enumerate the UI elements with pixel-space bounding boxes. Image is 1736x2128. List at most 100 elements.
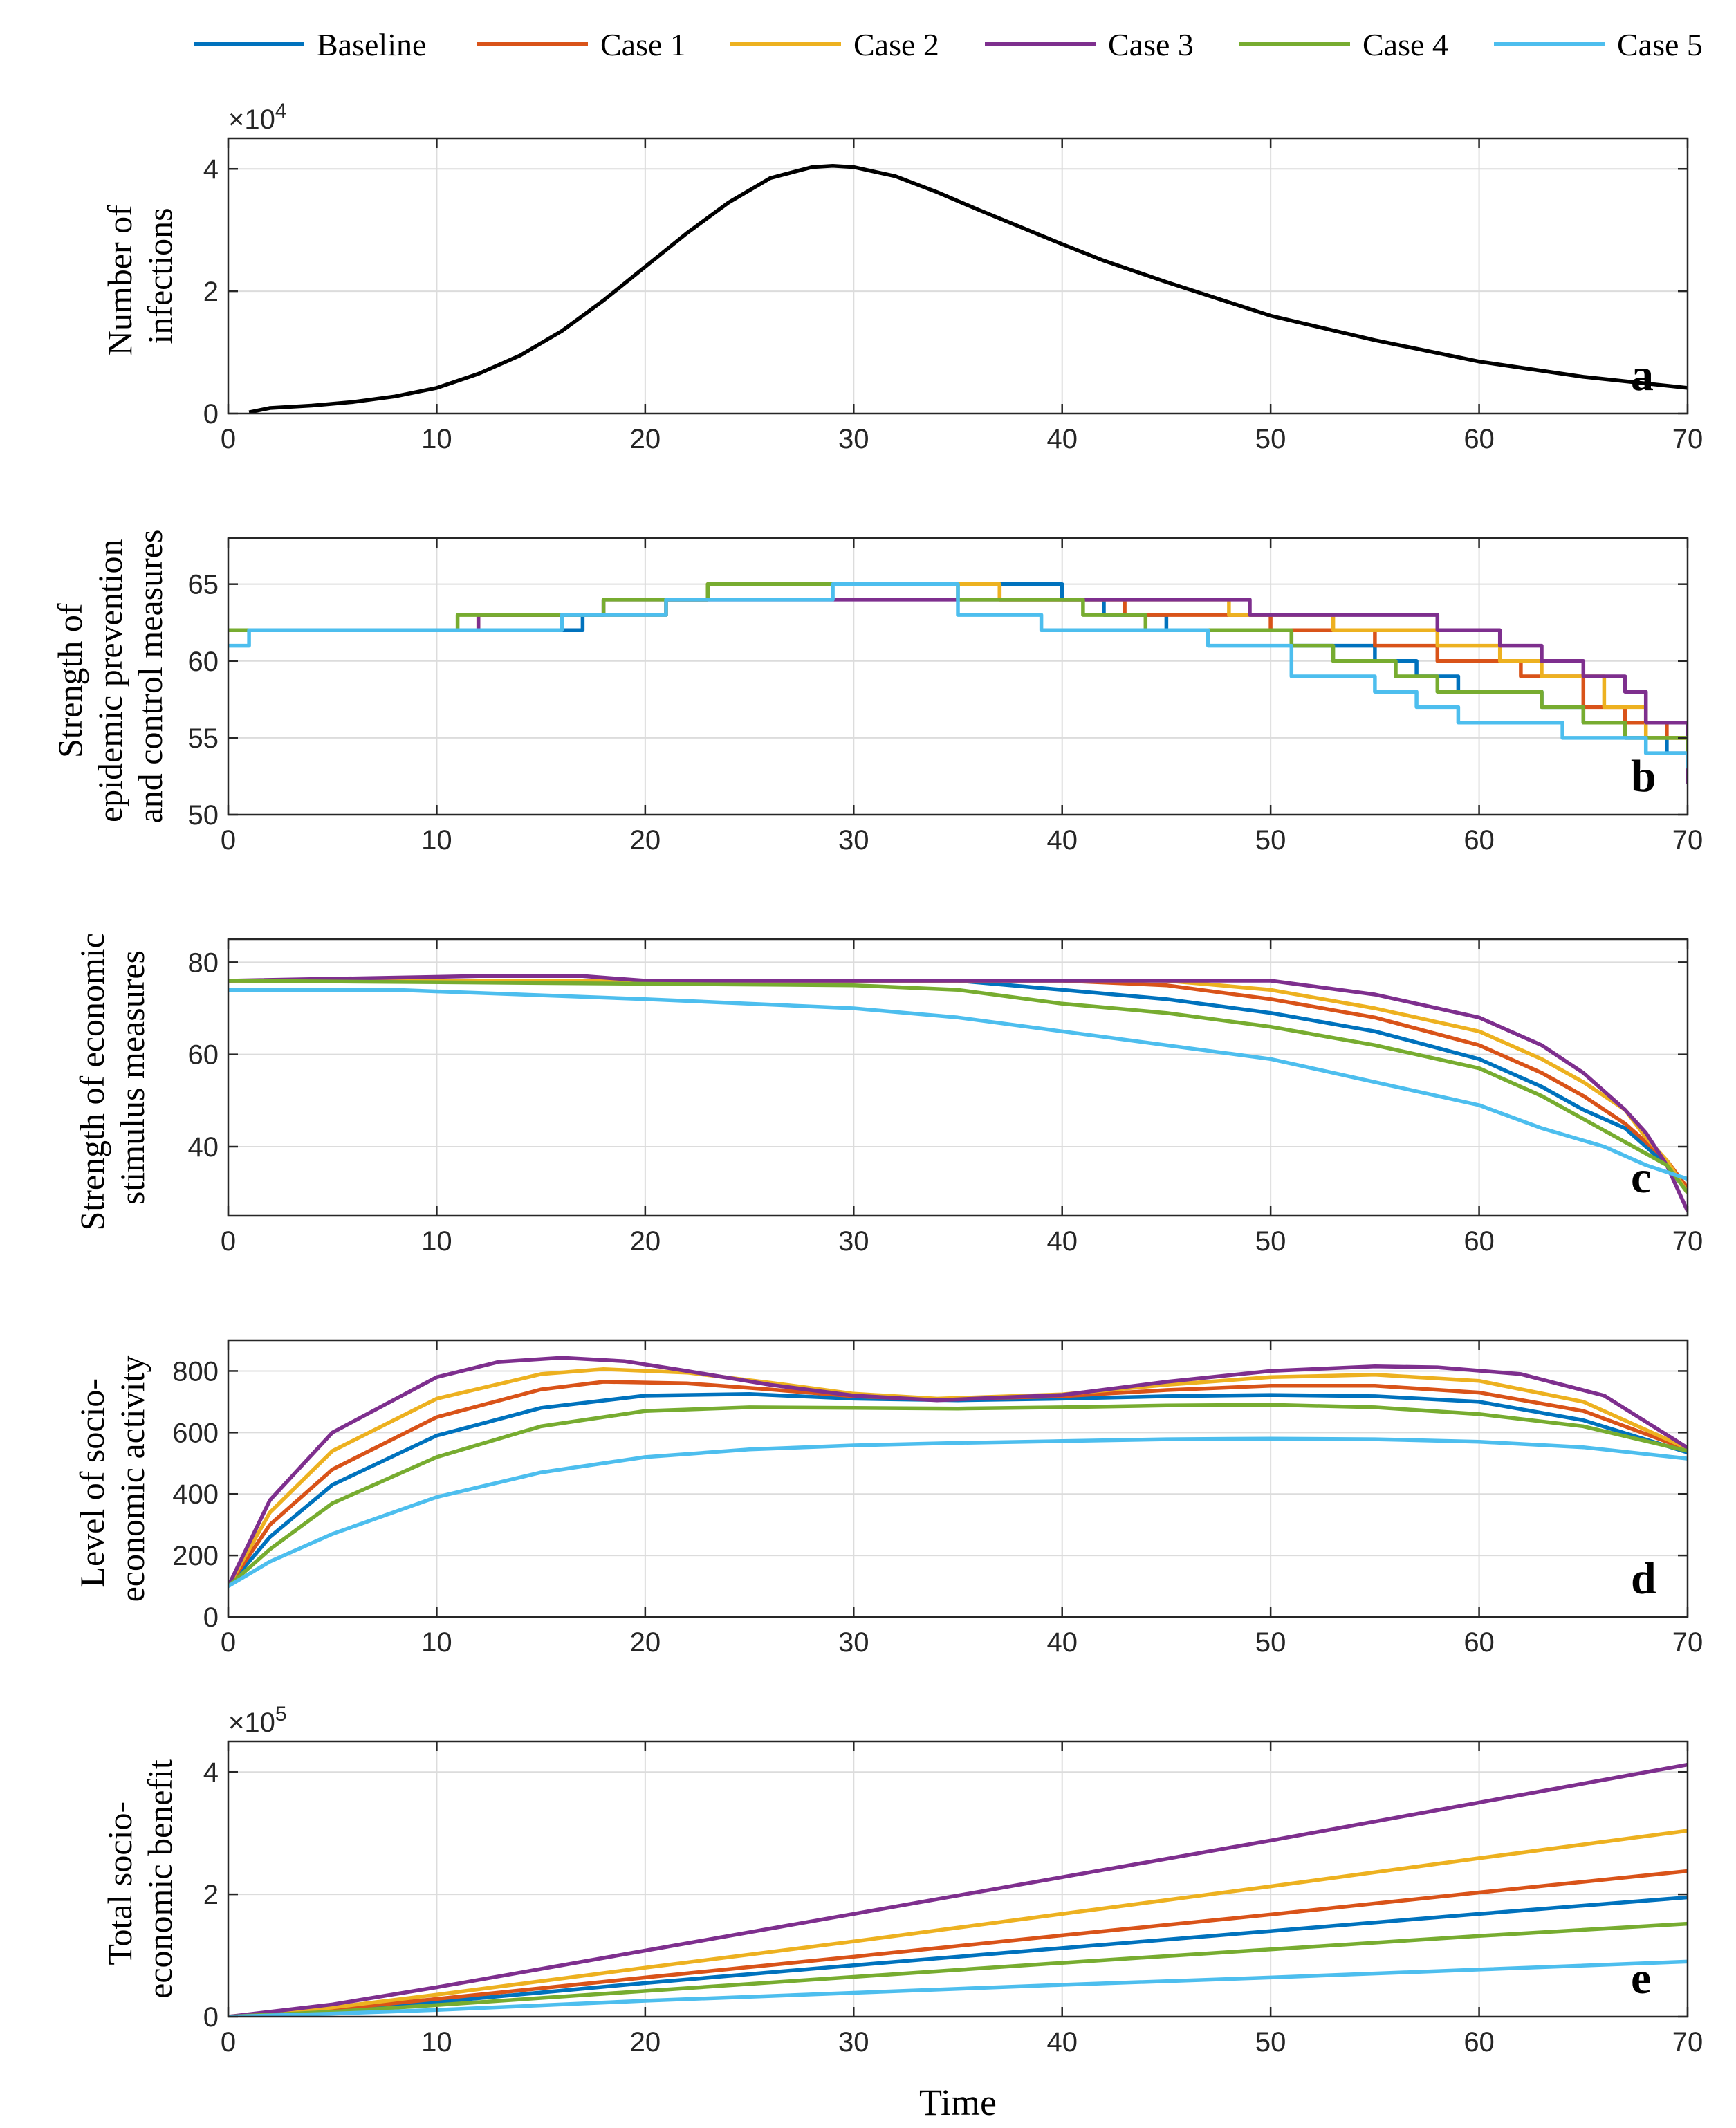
panel-a-infections: 0 10 20 30 40 50 60 70 0 2 4 xyxy=(203,137,1703,454)
legend: Baseline Case 1 Case 2 Case 3 Case 4 Cas… xyxy=(194,27,1703,62)
panel-d-xtick-label: 60 xyxy=(1463,1627,1495,1658)
panel-c-ylabel-line-2: stimulus measures xyxy=(113,950,151,1205)
panel-b-xtick-label: 60 xyxy=(1463,825,1495,855)
panel-c-series-baseline xyxy=(228,979,1688,1190)
panel-d-series-case-4 xyxy=(228,1403,1688,1588)
panel-b-xtick-label: 40 xyxy=(1046,825,1078,855)
panel-d-xtick-label: 50 xyxy=(1255,1627,1286,1658)
panel-b-ylabel: Strength of epidemic prevention and cont… xyxy=(50,530,169,824)
panel-e-series-case-4 xyxy=(228,1921,1688,2017)
panel-d-ytick-label: 800 xyxy=(172,1356,219,1387)
legend-entry-case-2: Case 2 xyxy=(730,27,939,62)
panel-d-xtick-label: 70 xyxy=(1672,1627,1703,1658)
panel-d-xtick-label: 30 xyxy=(838,1627,869,1658)
panel-b-xtick-label: 0 xyxy=(221,825,236,855)
panel-c-xtick-label: 0 xyxy=(221,1226,236,1257)
panel-b-series-case-5 xyxy=(228,582,1688,769)
panel-c-plot-area xyxy=(228,939,1688,1216)
panel-c-ytick-label: 40 xyxy=(188,1132,219,1163)
panel-b-xtick-label: 10 xyxy=(421,825,452,855)
panel-a-xtick-label: 40 xyxy=(1046,424,1078,454)
panel-b-ytick-label: 60 xyxy=(188,647,219,677)
panel-b-xtick-label: 70 xyxy=(1672,825,1703,855)
panel-e-series-case-5 xyxy=(228,1959,1688,2017)
legend-entry-case-1: Case 1 xyxy=(477,27,686,62)
panel-c-ylabel-line-1: Strength of economic xyxy=(73,933,111,1230)
panel-e-xtick-label: 10 xyxy=(421,2027,452,2057)
panel-e-xtick-label: 60 xyxy=(1463,2027,1495,2057)
panel-c-ytick-label: 80 xyxy=(188,947,219,978)
panel-b-ylabel-line-2: epidemic prevention xyxy=(91,539,129,822)
panel-c-xtick-label: 40 xyxy=(1046,1226,1078,1257)
panel-a-ytick-label: 0 xyxy=(203,399,219,429)
panel-a-xtick-label: 20 xyxy=(630,424,661,454)
panel-d-plot-area xyxy=(228,1340,1688,1617)
panel-e-ytick-label: 2 xyxy=(203,1880,219,1910)
panel-a-exponent-base: ×10 xyxy=(228,104,275,135)
panel-c-series-case-4 xyxy=(228,979,1688,1194)
panel-c-economic-stimulus: 0 10 20 30 40 50 60 70 40 60 80 xyxy=(188,938,1703,1257)
legend-entry-case-4: Case 4 xyxy=(1239,27,1448,62)
panel-d-socioeconomic-activity: 0 10 20 30 40 50 60 70 0 200 400 600 800 xyxy=(172,1339,1703,1658)
panel-a-ylabel: Number of infections xyxy=(100,196,179,356)
panel-a-xtick-label: 0 xyxy=(221,424,236,454)
panel-b-xtick-label: 20 xyxy=(630,825,661,855)
legend-entry-baseline: Baseline xyxy=(194,27,426,62)
panel-a-exponent: ×104 xyxy=(228,100,287,135)
panel-d-xtick-label: 40 xyxy=(1046,1627,1078,1658)
panel-d-xtick-label: 0 xyxy=(221,1627,236,1658)
panel-a-series-infections xyxy=(248,164,1688,414)
panel-d-ytick-label: 600 xyxy=(172,1418,219,1448)
panel-a-ylabel-line-2: infections xyxy=(140,207,179,344)
panel-letter-d: d xyxy=(1631,1553,1656,1604)
panel-a-xtick-label: 50 xyxy=(1255,424,1286,454)
panel-e-total-benefit: 0 10 20 30 40 50 60 70 0 2 4 xyxy=(203,1740,1703,2057)
panel-d-ylabel-line-1: Level of socio- xyxy=(73,1378,111,1588)
panel-b-plot-area xyxy=(228,538,1688,815)
x-axis-label: Time xyxy=(919,2082,997,2123)
panel-c-xtick-label: 50 xyxy=(1255,1226,1286,1257)
panel-e-xtick-label: 20 xyxy=(630,2027,661,2057)
panel-c-xtick-label: 20 xyxy=(630,1226,661,1257)
panel-c-series-case-5 xyxy=(228,988,1688,1181)
panel-e-plot-area xyxy=(228,1741,1688,2017)
panel-c-xtick-label: 60 xyxy=(1463,1226,1495,1257)
panel-a-ylabel-line-1: Number of xyxy=(100,205,139,355)
panel-e-exponent: ×105 xyxy=(228,1703,287,1738)
panel-d-ytick-label: 400 xyxy=(172,1479,219,1510)
panel-e-xtick-label: 70 xyxy=(1672,2027,1703,2057)
legend-label-case-3: Case 3 xyxy=(1108,27,1194,62)
panel-e-ytick-label: 0 xyxy=(203,2002,219,2033)
panel-a-xtick-label: 30 xyxy=(838,424,869,454)
panel-b-ytick-label: 55 xyxy=(188,723,219,754)
panel-c-frame xyxy=(227,938,1689,1217)
panel-e-xtick-label: 0 xyxy=(221,2027,236,2057)
panel-d-ylabel: Level of socio- economic activity xyxy=(73,1356,151,1602)
panel-e-series-case-2 xyxy=(228,1829,1688,2017)
panel-b-ylabel-line-1: Strength of xyxy=(50,603,89,758)
panel-e-exponent-power: 5 xyxy=(275,1703,287,1725)
legend-entry-case-3: Case 3 xyxy=(985,27,1194,62)
panel-b-ytick-label: 65 xyxy=(188,570,219,600)
panel-b-xtick-label: 50 xyxy=(1255,825,1286,855)
panel-e-ytick-label: 4 xyxy=(203,1757,219,1788)
panel-b-ytick-label: 50 xyxy=(188,800,219,831)
panel-b-epidemic-measures: 0 10 20 30 40 50 60 70 50 55 60 65 xyxy=(188,537,1703,855)
panel-c-ytick-label: 60 xyxy=(188,1040,219,1071)
panel-letter-c: c xyxy=(1631,1152,1651,1203)
legend-label-case-2: Case 2 xyxy=(853,27,939,62)
legend-entry-case-5: Case 5 xyxy=(1494,27,1703,62)
panel-e-ylabel-line-2: economic benefit xyxy=(140,1759,179,1999)
panel-e-ylabel: Total socio- economic benefit xyxy=(100,1759,179,1999)
panel-letter-a: a xyxy=(1631,350,1654,400)
legend-label-case-4: Case 4 xyxy=(1363,27,1448,62)
panel-c-xtick-label: 10 xyxy=(421,1226,452,1257)
panel-e-xtick-label: 40 xyxy=(1046,2027,1078,2057)
panel-c-series-case-3 xyxy=(228,974,1688,1212)
panel-a-exponent-power: 4 xyxy=(275,100,287,122)
panel-d-frame xyxy=(227,1339,1689,1618)
panel-d-series-case-3 xyxy=(228,1356,1688,1587)
panel-d-xtick-label: 20 xyxy=(630,1627,661,1658)
legend-label-case-5: Case 5 xyxy=(1617,27,1703,62)
